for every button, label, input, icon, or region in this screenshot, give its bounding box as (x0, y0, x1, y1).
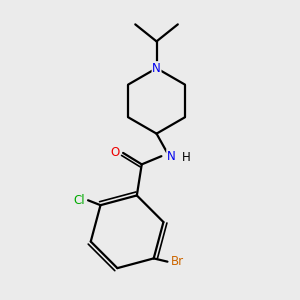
Text: Cl: Cl (74, 194, 85, 207)
Text: H: H (182, 151, 191, 164)
Text: Br: Br (171, 255, 184, 268)
Text: N: N (167, 150, 176, 163)
Text: N: N (152, 62, 161, 75)
Text: O: O (110, 146, 119, 159)
